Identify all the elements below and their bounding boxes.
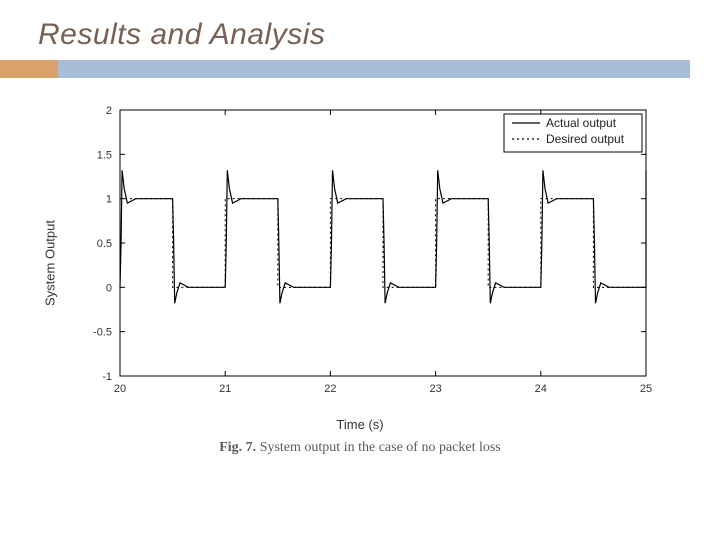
svg-text:1.5: 1.5 [97,149,112,161]
svg-text:21: 21 [219,383,231,395]
chart-container: System Output -1 -0.5 0 0.5 1 1.5 2 20 21 22 23 24 2… [0,98,720,456]
y-axis-label: System Output [43,220,58,306]
bar-blue [58,60,690,78]
svg-text:0: 0 [106,282,112,294]
svg-text:-1: -1 [102,371,112,383]
svg-text:2: 2 [106,105,112,117]
svg-text:1: 1 [106,194,112,206]
figure-text: System output in the case of no packet l… [260,440,501,455]
svg-text:-0.5: -0.5 [93,327,112,339]
page-title: Results and Analysis [0,0,720,60]
slide: Results and Analysis System Output -1 -0.… [0,0,720,540]
decorative-bars [0,60,720,78]
svg-text:24: 24 [535,383,547,395]
figure-caption: Fig. 7. System output in the case of no … [219,440,501,456]
figure-number: Fig. 7. [219,440,256,455]
svg-text:25: 25 [640,383,652,395]
chart-svg: -1 -0.5 0 0.5 1 1.5 2 20 21 22 23 24 25 Actual output… [60,98,660,408]
svg-text:0.5: 0.5 [97,238,112,250]
svg-text:Desired output: Desired output [546,132,625,146]
x-axis-label: Time (s) [336,417,383,432]
chart: System Output -1-0.500.511.5220212223242… [60,98,660,428]
svg-text:22: 22 [324,383,336,395]
svg-text:20: 20 [114,383,126,395]
svg-text:Actual output: Actual output [546,116,617,130]
svg-text:23: 23 [429,383,441,395]
bar-orange [0,60,58,78]
